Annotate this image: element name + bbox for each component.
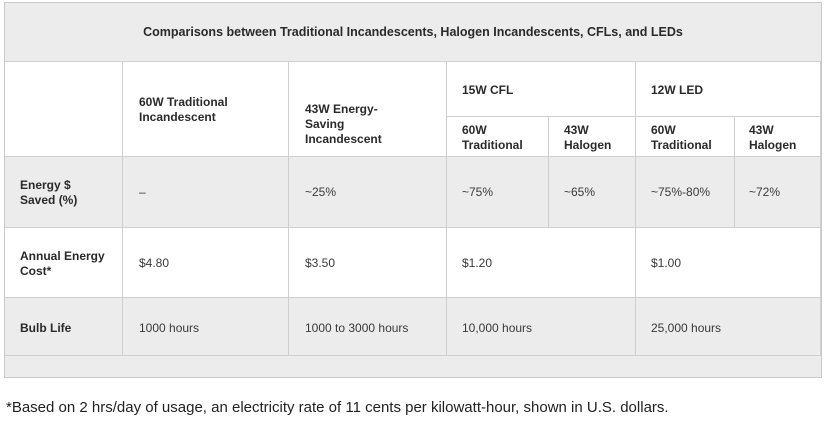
energy-saved-energy-saving: ~25% — [305, 185, 337, 199]
header-empty-cell — [5, 62, 123, 157]
footnote: *Based on 2 hrs/day of usage, an electri… — [6, 399, 669, 416]
table-cell: ~75% — [447, 157, 549, 228]
header-cfl-halogen: 43W Halogen — [549, 117, 636, 157]
table-cell: ~72% — [735, 157, 821, 228]
bulb-life-incandescent: 1000 hours — [139, 321, 200, 335]
table-cell: 1000 to 3000 hours — [289, 298, 447, 356]
annual-cost-label: Annual Energy Cost* — [20, 249, 105, 278]
annual-cost-energy-saving: $3.50 — [305, 256, 336, 270]
table-cell: $1.20 — [447, 228, 636, 298]
annual-cost-led: $1.00 — [651, 256, 682, 270]
bulb-life-energy-saving: 1000 to 3000 hours — [305, 321, 409, 335]
table-cell: ~75%-80% — [636, 157, 735, 228]
header-led: 12W LED — [636, 62, 821, 117]
header-incandescent: 60W Traditional Incandescent — [123, 62, 289, 157]
header-cfl: 15W CFL — [447, 62, 636, 117]
table-cell: $3.50 — [289, 228, 447, 298]
energy-saved-cfl-halogen: ~65% — [564, 185, 596, 199]
table-cell: $1.00 — [636, 228, 821, 298]
table-title: Comparisons between Traditional Incandes… — [5, 3, 821, 62]
bulb-life-label: Bulb Life — [20, 321, 72, 335]
table-cell: 10,000 hours — [447, 298, 636, 356]
energy-saved-led-traditional: ~75%-80% — [651, 185, 711, 199]
table-cell: 1000 hours — [123, 298, 289, 356]
header-cfl-traditional-label: 60W Traditional — [462, 123, 523, 152]
table-cell: – — [123, 157, 289, 228]
header-led-traditional-label: 60W Traditional — [651, 123, 712, 152]
table-cell: 25,000 hours — [636, 298, 821, 356]
header-energy-saving: 43W Energy-Saving Incandescent — [289, 62, 447, 157]
table-cell: $4.80 — [123, 228, 289, 298]
energy-saved-label: Energy $ Saved (%) — [20, 178, 78, 207]
header-led-halogen-label: 43W Halogen — [749, 123, 797, 152]
header-led-traditional: 60W Traditional — [636, 117, 735, 157]
table-cell: ~25% — [289, 157, 447, 228]
row-label-bulb-life: Bulb Life — [5, 298, 123, 356]
table-cell: ~65% — [549, 157, 636, 228]
table-footer-band — [5, 356, 821, 377]
header-energy-saving-label: 43W Energy-Saving Incandescent — [305, 102, 382, 146]
comparison-table: Comparisons between Traditional Incandes… — [4, 2, 822, 378]
header-cfl-traditional: 60W Traditional — [447, 117, 549, 157]
row-label-annual-cost: Annual Energy Cost* — [5, 228, 123, 298]
bulb-life-cfl: 10,000 hours — [462, 321, 533, 335]
annual-cost-incandescent: $4.80 — [139, 256, 170, 270]
annual-cost-cfl: $1.20 — [462, 256, 493, 270]
header-led-label: 12W LED — [651, 83, 704, 97]
header-cfl-label: 15W CFL — [462, 83, 514, 97]
bulb-life-led: 25,000 hours — [651, 321, 722, 335]
header-cfl-halogen-label: 43W Halogen — [564, 123, 612, 152]
header-incandescent-label: 60W Traditional Incandescent — [139, 95, 228, 124]
energy-saved-incandescent: – — [139, 185, 146, 199]
energy-saved-cfl-traditional: ~75% — [462, 185, 494, 199]
row-label-energy-saved: Energy $ Saved (%) — [5, 157, 123, 228]
energy-saved-led-halogen: ~72% — [749, 185, 781, 199]
header-led-halogen: 43W Halogen — [735, 117, 821, 157]
